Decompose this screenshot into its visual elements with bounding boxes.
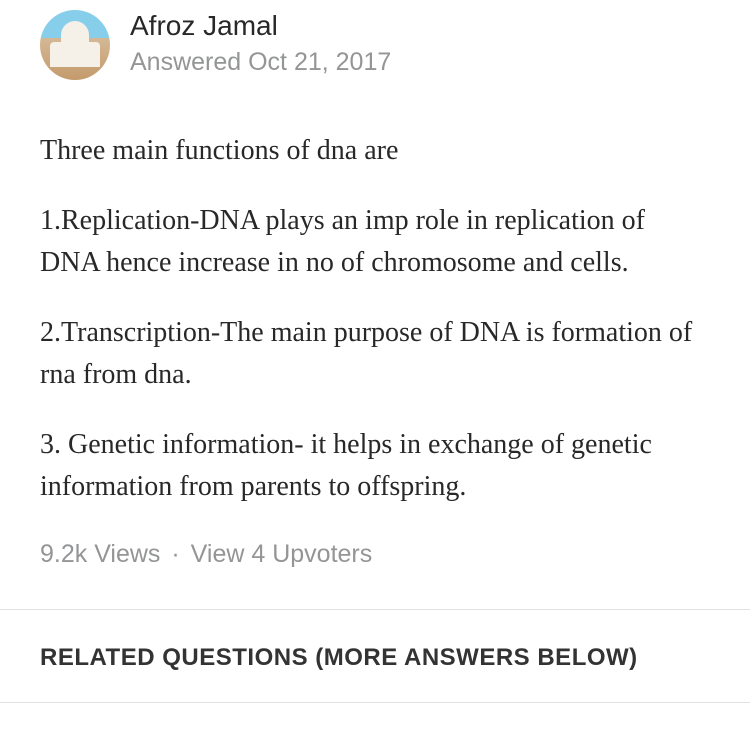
answer-date: Answered Oct 21, 2017 [130,48,391,77]
answer-paragraph: Three main functions of dna are [40,130,710,172]
author-row: Afroz Jamal Answered Oct 21, 2017 [40,10,710,80]
author-info: Afroz Jamal Answered Oct 21, 2017 [130,10,391,77]
related-questions-header: RELATED QUESTIONS (MORE ANSWERS BELOW) [40,644,710,672]
answer-paragraph: 2.Transcription-The main purpose of DNA … [40,312,710,396]
views-count: 9.2k Views [40,540,160,568]
view-upvoters-link[interactable]: View 4 Upvoters [191,540,373,568]
answer-paragraph: 3. Genetic information- it helps in exch… [40,424,710,508]
author-name-link[interactable]: Afroz Jamal [130,10,391,42]
answer-body: Three main functions of dna are 1.Replic… [40,130,710,508]
stats-separator: · [171,540,179,568]
related-questions-section: RELATED QUESTIONS (MORE ANSWERS BELOW) [0,609,750,703]
answer-paragraph: 1.Replication-DNA plays an imp role in r… [40,200,710,284]
avatar[interactable] [40,10,110,80]
stats-row: 9.2k Views · View 4 Upvoters [40,536,710,609]
